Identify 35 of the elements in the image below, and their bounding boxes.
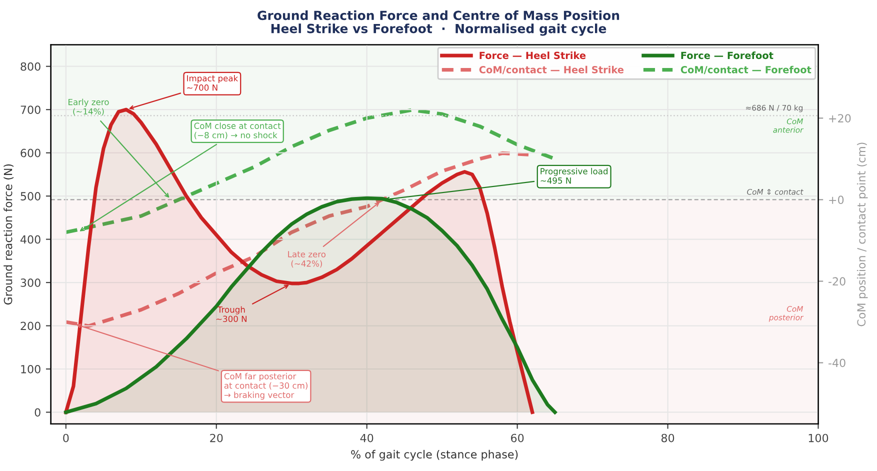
y-tick-label: 400 <box>20 235 40 244</box>
y-axis-title: Ground reaction force (N) <box>4 164 14 305</box>
annotation: Late zero (~42%) <box>288 251 326 268</box>
x-tick-label: 40 <box>360 434 374 442</box>
legend-label: CoM/contact — Heel Strike <box>479 66 624 74</box>
y2-axis-title: CoM position / contact point (cm) <box>856 142 868 326</box>
annotation: CoM close at contact (−8 cm) → no shock <box>194 122 281 140</box>
y2-tick-label: -40 <box>828 358 846 368</box>
x-tick-label: 60 <box>511 434 524 442</box>
annotation: Trough ~300 N <box>216 306 246 322</box>
y2-tick-label: +20 <box>829 114 851 123</box>
x-tick-label: 20 <box>210 434 223 442</box>
y2-tick-label: -20 <box>828 277 846 286</box>
y-tick-label: 100 <box>21 364 40 374</box>
y-tick-label: 300 <box>20 278 40 287</box>
y2-tick-label: +0 <box>829 196 844 204</box>
chart-title: Ground Reaction Force and Centre of Mass Position <box>258 10 620 20</box>
legend-label: Force — Heel Strike <box>480 52 586 60</box>
x-axis-title: % of gait cycle (stance phase) <box>351 450 518 461</box>
chart-subtitle: Heel Strike vs Forefoot · Normalised gait cycle <box>271 24 606 36</box>
annotation: Early zero (~14%) <box>68 98 109 116</box>
y-tick-label: 500 <box>20 192 40 200</box>
y-tick-label: 200 <box>20 322 40 330</box>
x-tick-label: 0 <box>63 434 69 442</box>
x-tick-label: 80 <box>661 434 674 442</box>
x-tick-label: 100 <box>808 434 828 442</box>
y-tick-label: 0 <box>34 408 40 417</box>
y-tick-label: 800 <box>20 62 40 71</box>
y-tick-label: 600 <box>20 148 40 158</box>
annotation: Impact peak ~700 N <box>187 74 238 91</box>
legend-label: CoM/contact — Forefoot <box>680 66 812 74</box>
y-tick-label: 700 <box>20 106 40 114</box>
legend-label: Force — Forefoot <box>681 52 774 60</box>
annotation: CoM far posterior at contact (−30 cm) → braking vector <box>224 372 308 400</box>
annotation: Progressive load ~495 N <box>540 168 608 184</box>
